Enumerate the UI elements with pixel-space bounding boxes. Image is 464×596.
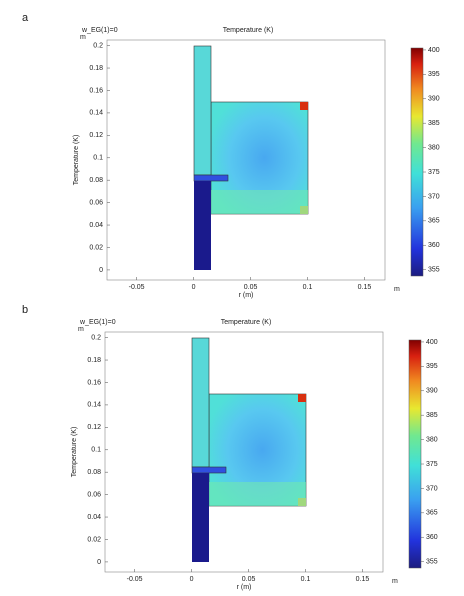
colorbar-tick-label: 400 bbox=[426, 339, 438, 346]
x-unit: m bbox=[394, 286, 400, 293]
colorbar-tick-label: 385 bbox=[426, 412, 438, 419]
colorbar-tick-label: 395 bbox=[428, 71, 440, 78]
x-axis-label: r (m) bbox=[239, 292, 254, 299]
y-unit: m bbox=[80, 34, 86, 41]
annotation: w_EG(1)=0 bbox=[81, 27, 118, 34]
y-tick-label: 0.16 bbox=[87, 379, 101, 386]
plot-title: Temperature (K) bbox=[223, 27, 274, 34]
y-tick-label: 0.2 bbox=[91, 334, 101, 341]
colorbar-tick-label: 375 bbox=[428, 169, 440, 176]
colorbar-tick-label: 360 bbox=[426, 534, 438, 541]
y-tick-label: 0.12 bbox=[87, 424, 101, 431]
x-axis-label: r (m) bbox=[237, 584, 252, 591]
colorbar-tick-label: 380 bbox=[426, 436, 438, 443]
plot-frame bbox=[104, 331, 384, 573]
colorbar-tick-label: 360 bbox=[428, 242, 440, 249]
y-unit: m bbox=[78, 326, 84, 333]
y-tick-label: 0.14 bbox=[89, 110, 103, 117]
y-tick-label: 0.18 bbox=[87, 357, 101, 364]
y-tick-label: 0.1 bbox=[93, 155, 103, 162]
annotation: w_EG(1)=0 bbox=[79, 319, 116, 326]
colorbar-tick-label: 370 bbox=[428, 193, 440, 200]
y-tick-label: 0.04 bbox=[89, 222, 103, 229]
colorbar bbox=[408, 339, 422, 569]
colorbar-tick-label: 390 bbox=[428, 96, 440, 103]
colorbar-tick-label: 355 bbox=[428, 266, 440, 273]
y-tick-label: 0.2 bbox=[93, 42, 103, 49]
y-tick-label: 0.02 bbox=[87, 536, 101, 543]
plot-title: Temperature (K) bbox=[221, 319, 272, 326]
colorbar-tick-label: 375 bbox=[426, 461, 438, 468]
colorbar-tick-label: 355 bbox=[426, 558, 438, 565]
y-tick-label: 0.08 bbox=[87, 469, 101, 476]
y-tick-label: 0.12 bbox=[89, 132, 103, 139]
temperature-field bbox=[193, 45, 309, 271]
x-tick-label: 0 bbox=[190, 576, 194, 583]
colorbar bbox=[410, 47, 424, 277]
colorbar-tick-label: 370 bbox=[426, 485, 438, 492]
colorbar-tick-label: 385 bbox=[428, 120, 440, 127]
colorbar-tick-label: 390 bbox=[426, 388, 438, 395]
y-axis-label: Temperature (K) bbox=[71, 427, 78, 478]
x-unit: m bbox=[392, 578, 398, 585]
y-tick-label: 0.14 bbox=[87, 402, 101, 409]
x-tick-label: 0.05 bbox=[242, 576, 256, 583]
y-tick-label: 0.08 bbox=[89, 177, 103, 184]
x-tick-label: 0 bbox=[192, 284, 196, 291]
x-tick-label: 0.1 bbox=[301, 576, 311, 583]
panel-label: b bbox=[22, 304, 28, 316]
y-tick-label: 0.06 bbox=[87, 491, 101, 498]
x-tick-label: 0.05 bbox=[244, 284, 258, 291]
y-tick-label: 0 bbox=[97, 559, 101, 566]
colorbar-tick-label: 395 bbox=[426, 363, 438, 370]
plot-frame bbox=[106, 39, 386, 281]
y-tick-label: 0.02 bbox=[89, 244, 103, 251]
y-tick-label: 0 bbox=[99, 267, 103, 274]
x-tick-label: 0.15 bbox=[356, 576, 370, 583]
colorbar-tick-label: 400 bbox=[428, 47, 440, 54]
colorbar-tick-label: 365 bbox=[428, 218, 440, 225]
y-tick-label: 0.06 bbox=[89, 199, 103, 206]
panel-label: a bbox=[22, 12, 29, 24]
colorbar-tick-label: 380 bbox=[428, 144, 440, 151]
x-tick-label: -0.05 bbox=[127, 576, 143, 583]
y-tick-label: 0.16 bbox=[89, 87, 103, 94]
y-axis-label: Temperature (K) bbox=[73, 135, 80, 186]
y-tick-label: 0.1 bbox=[91, 447, 101, 454]
colorbar-tick-label: 365 bbox=[426, 510, 438, 517]
x-tick-label: -0.05 bbox=[129, 284, 145, 291]
y-tick-label: 0.18 bbox=[89, 65, 103, 72]
x-tick-label: 0.15 bbox=[358, 284, 372, 291]
y-tick-label: 0.04 bbox=[87, 514, 101, 521]
temperature-field bbox=[191, 337, 307, 563]
x-tick-label: 0.1 bbox=[303, 284, 313, 291]
